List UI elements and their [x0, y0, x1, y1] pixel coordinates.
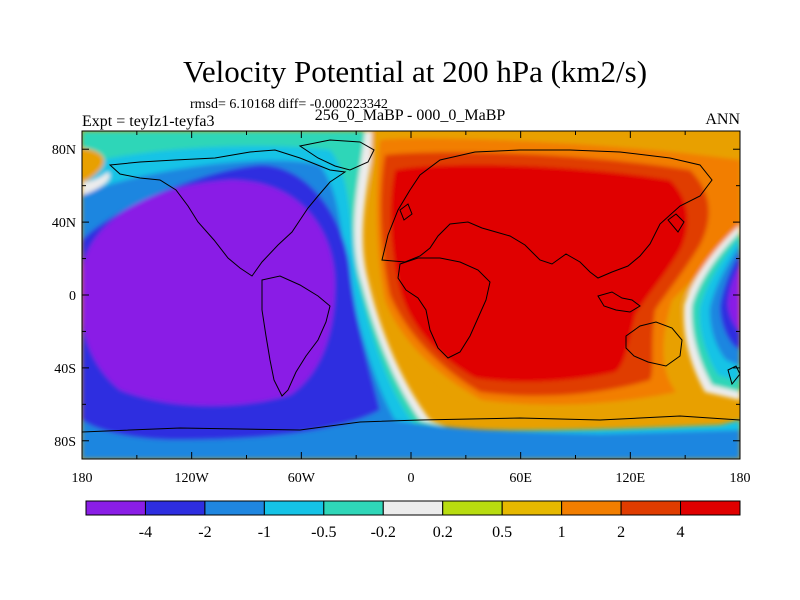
coast-eurasia [381, 149, 713, 279]
coast-antarctica [82, 415, 740, 433]
colorbar-label: 0.5 [492, 524, 512, 541]
contour-fills [82, 131, 740, 459]
chart-title: Velocity Potential at 200 hPa (km2/s) [183, 54, 647, 89]
colorbar-swatch [680, 500, 741, 516]
left-label: Expt = teyIz1-teyfa3 [82, 113, 215, 130]
y-tick-label: 80N [52, 143, 76, 158]
colorbar-label: -4 [139, 524, 152, 541]
contour-west-edge-neg [82, 172, 110, 195]
coast-africa [397, 257, 491, 359]
colorbar-label: -1 [258, 524, 271, 541]
colorbar-swatch [501, 500, 563, 516]
x-tick-label: 120E [616, 471, 646, 486]
colorbar-swatch [204, 500, 265, 516]
colorbar-swatch [144, 500, 206, 516]
x-tick-label: 60E [509, 471, 532, 486]
coast-north-america [108, 149, 347, 277]
y-tick-label: 40N [52, 216, 76, 231]
colorbar: -4 -2 -1 -0.5 -0.2 0.2 0.5 1 2 4 [85, 500, 741, 541]
colorbar-label: -0.5 [311, 524, 336, 541]
y-tick-label: 40S [54, 362, 76, 377]
contour-west-edge-pos [82, 148, 104, 182]
x-tick-label: 180 [72, 471, 93, 486]
coast-australia [625, 321, 683, 367]
colorbar-label: 2 [617, 524, 625, 541]
stats-label: rmsd= 6.10168 diff= -0.000223342 [190, 97, 388, 112]
colorbar-label: -0.2 [371, 524, 396, 541]
contour-wpac-core [728, 265, 740, 332]
y-axis: 80N 40N 0 40S 80S [52, 143, 740, 450]
coast-south-america [261, 275, 331, 397]
x-tick-label: 60W [288, 471, 316, 486]
colorbar-swatch [263, 500, 325, 516]
contour-neg-core [82, 180, 335, 406]
colorbar-swatch [85, 500, 146, 516]
colorbar-label: -2 [198, 524, 211, 541]
colorbar-label: 4 [677, 524, 685, 541]
contour-pos-4 [390, 164, 688, 382]
coast-maritime-continent [597, 291, 641, 313]
colorbar-swatch [382, 500, 444, 516]
colorbar-label: 0.2 [433, 524, 453, 541]
coastlines [82, 139, 740, 433]
coast-uk [399, 203, 413, 221]
x-tick-label: 120W [175, 471, 210, 486]
coast-new-zealand [727, 365, 740, 386]
coast-japan [667, 213, 685, 233]
y-tick-label: 80S [54, 435, 76, 450]
colorbar-swatch [442, 500, 503, 516]
colorbar-swatch [620, 500, 682, 516]
center-label: 256_0_MaBP - 000_0_MaBP [315, 107, 506, 124]
y-tick-label: 0 [69, 289, 76, 304]
x-tick-label: 180 [730, 471, 751, 486]
x-tick-label: 0 [408, 471, 415, 486]
colorbar-swatch [323, 500, 384, 516]
right-label: ANN [705, 111, 740, 128]
map-field [82, 131, 740, 459]
coast-greenland [298, 139, 375, 171]
x-axis: 180 120W 60W 0 60E 120E 180 [72, 131, 751, 486]
colorbar-swatch [561, 500, 622, 516]
colorbar-label: 1 [558, 524, 566, 541]
